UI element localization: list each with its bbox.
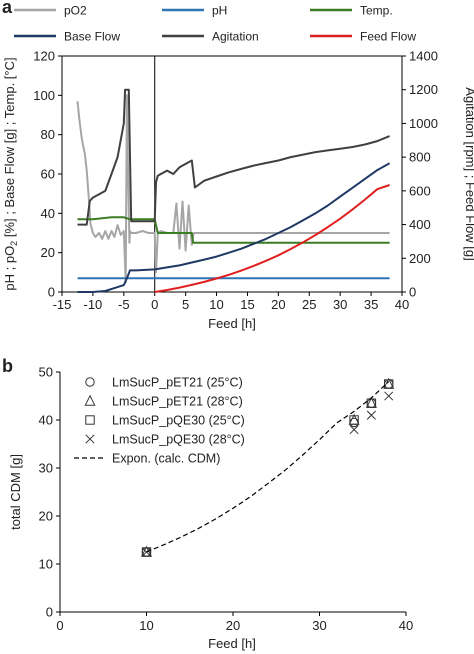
x-tick-label: -10 [84, 297, 103, 312]
panel-b-letter: b [2, 356, 13, 376]
panel-a-series [76, 88, 391, 293]
legend-swatch-lmsucp-pqe30-25-c [85, 415, 95, 425]
panel-b-y-axis-label: total CDM [g] [8, 454, 23, 530]
legend-label-lmsucp-pet21-25-c: LmSucP_pET21 (25°C) [112, 376, 243, 390]
right-y-tick-label: 1400 [409, 49, 438, 64]
legend-swatch-lmsucp-pqe30-28-c [85, 434, 95, 444]
panel-a-legend: pO2 pH Temp. Base Flow Agitation Feed Flow [14, 4, 416, 44]
point-lmsucp-pqe30-28-c-stroke-2 [384, 391, 394, 401]
left-y-tick-label: 40 [41, 206, 55, 221]
left-y-tick-label: 80 [41, 127, 55, 142]
y-tick-label: 40 [39, 413, 53, 428]
right-y-tick-label: 1200 [409, 82, 438, 97]
panel-b: b 0 10 20 30 40 0 10 20 30 40 50 LmSucP_pET21 (25°… [2, 356, 413, 651]
legend-label-ph: pH [212, 4, 227, 18]
legend-label-lmsucp-pet21-28-c: LmSucP_pET21 (28°C) [112, 395, 243, 409]
x-tick-label: 15 [240, 297, 254, 312]
x-tick-label: 0 [56, 618, 63, 633]
x-tick-label: 5 [182, 297, 189, 312]
panel-a-ticks: -15 -10 -5 0 5 10 15 20 25 30 35 400204060801001200… [33, 49, 438, 313]
left-y-tick-label: 100 [33, 88, 55, 103]
series-agitation-line [77, 88, 390, 226]
legend-label-expon-calc-cdm: Expon. (calc. CDM) [112, 452, 220, 466]
panel-b-legend: LmSucP_pET21 (25°C) LmSucP_pET21 (28°C) Lm… [74, 376, 245, 466]
legend-swatch-lmsucp-pet21-25-c [85, 377, 95, 387]
panel-a-x-axis-label: Feed [h] [208, 316, 256, 331]
y-tick-label: 50 [39, 365, 53, 380]
x-tick-label: 35 [364, 297, 378, 312]
point-lmsucp-pqe30-25-c [349, 415, 359, 425]
legend-label-base-flow: Base Flow [64, 30, 120, 44]
panel-a-right-axis-label: Agitation [rpm] ; Feed Flow [g] [463, 87, 474, 260]
x-tick-label: 25 [302, 297, 316, 312]
left-y-tick-label: 120 [33, 49, 55, 64]
panel-a-letter: a [2, 0, 13, 17]
point-lmsucp-pqe30-25-c [384, 379, 394, 389]
right-y-tick-label: 0 [409, 285, 416, 300]
panel-a-left-axis-label: pH ; pO2 [%] ; Base Flow [g] ; Temp. [°C… [2, 57, 19, 290]
y-tick-label: 10 [39, 557, 53, 572]
panel-b-series [140, 377, 395, 557]
legend-label-po2: pO2 [64, 4, 87, 18]
point-lmsucp-pqe30-28-c-stroke-2 [349, 425, 359, 435]
legend-label-temp: Temp. [360, 4, 393, 18]
panel-a-plot-area [61, 55, 403, 293]
legend-label-lmsucp-pqe30-28-c: LmSucP_pQE30 (28°C) [112, 433, 245, 447]
x-tick-label: 20 [271, 297, 285, 312]
legend-label-feed-flow: Feed Flow [360, 30, 416, 44]
panel-b-ticks: 0 10 20 30 40 0 10 20 30 40 50 [39, 365, 414, 634]
right-y-tick-label: 400 [409, 217, 431, 232]
x-tick-label: 30 [333, 297, 347, 312]
x-tick-label: 40 [395, 297, 409, 312]
left-y-tick-label: 0 [48, 285, 55, 300]
y-tick-label: 20 [39, 509, 53, 524]
point-lmsucp-pqe30-25-c [141, 547, 152, 557]
x-tick-label: 30 [312, 618, 326, 633]
x-tick-label: -15 [53, 297, 72, 312]
series-po2-line [76, 94, 390, 284]
point-lmsucp-pqe30-28-c-stroke-2 [366, 410, 376, 420]
y-tick-label: 0 [46, 605, 53, 620]
panel-a: a pO2 pH Temp.Base Flow Agitation Feed Flow … [2, 0, 474, 331]
series-base-flow-line [77, 162, 391, 293]
x-tick-label: 20 [226, 618, 240, 633]
right-y-tick-label: 200 [409, 251, 431, 266]
point-lmsucp-pqe30-25-c [366, 398, 377, 408]
x-tick-label: 10 [139, 618, 153, 633]
x-tick-label: -5 [118, 297, 130, 312]
series-temp-line [77, 216, 390, 244]
legend-swatch-lmsucp-pet21-28-c [84, 394, 96, 406]
series-expon-calc-cdm-line [146, 381, 390, 553]
right-y-tick-label: 800 [409, 150, 431, 165]
x-tick-label: 0 [151, 297, 158, 312]
left-y-tick-label: 60 [41, 167, 55, 182]
series-feed-flow-line [154, 184, 390, 293]
legend-label-lmsucp-pqe30-25-c: LmSucP_pQE30 (25°C) [112, 414, 245, 428]
point-lmsucp-pet21-25-c [349, 417, 359, 428]
x-tick-label: 40 [399, 618, 413, 633]
left-y-tick-label: 20 [41, 245, 55, 260]
right-y-tick-label: 1000 [409, 116, 438, 131]
legend-swatch-lmsucp-pqe30-28-c-stroke-2 [85, 434, 95, 444]
right-y-tick-label: 600 [409, 183, 431, 198]
panel-b-x-axis-label: Feed [h] [208, 636, 256, 651]
point-lmsucp-pqe30-28-c [366, 410, 376, 420]
y-tick-label: 30 [39, 461, 53, 476]
point-lmsucp-pqe30-28-c [349, 425, 359, 435]
x-tick-label: 10 [209, 297, 223, 312]
legend-label-agitation: Agitation [212, 30, 259, 44]
point-lmsucp-pqe30-28-c [384, 391, 394, 401]
